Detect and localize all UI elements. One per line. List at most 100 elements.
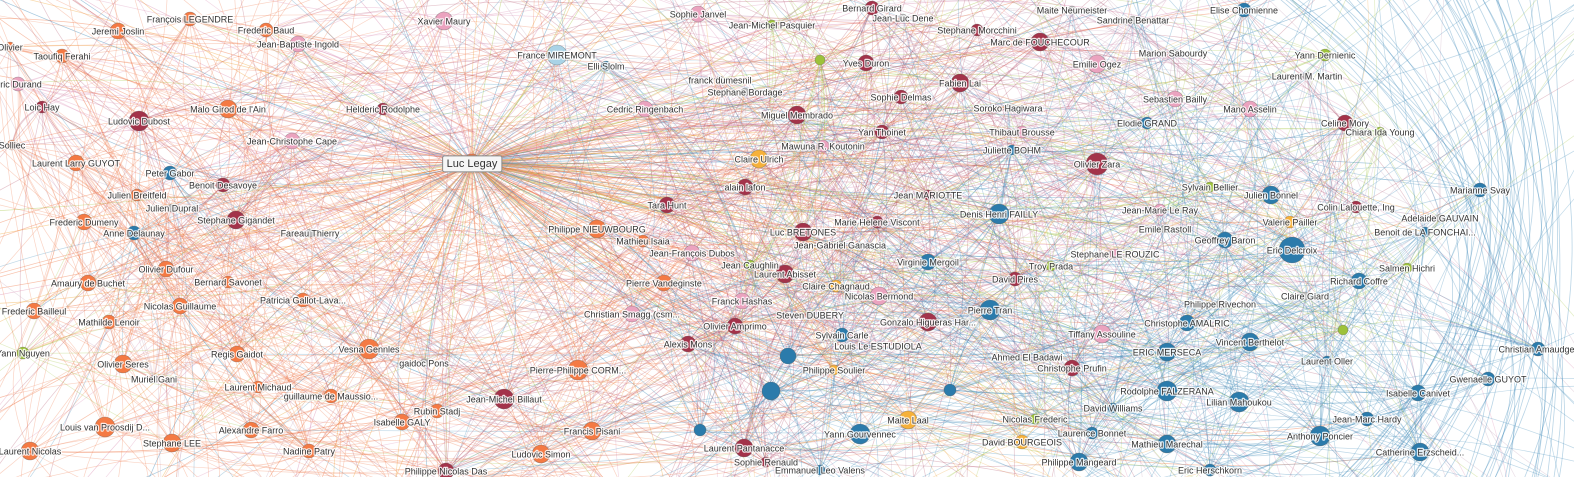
edge [876,29,978,223]
edge [0,50,473,164]
edge [1039,41,1326,65]
node [715,75,725,85]
edge [436,54,558,412]
edge [819,29,978,63]
nodes [4,0,1546,477]
edge [809,282,1188,324]
edge [1159,209,1458,477]
edge [907,419,979,477]
edge [687,343,892,477]
edge [525,273,786,477]
edge [949,189,1481,394]
edge [1291,249,1341,477]
edge [1406,267,1489,380]
edge [796,114,1168,392]
edge [29,0,353,452]
edge [471,0,1147,164]
edge [999,149,1080,463]
edge [644,55,867,110]
edge [1096,63,1481,191]
node [898,410,918,430]
edge [1232,9,1293,251]
edge [1011,149,1166,230]
node-label: Yann Dernienic [1295,50,1356,60]
edge [483,430,593,477]
edge [83,221,633,315]
edge [976,29,1174,54]
edge [734,290,1344,331]
edge [1131,0,1189,324]
edge [471,162,861,435]
node [10,76,26,92]
node [130,188,144,202]
node [323,388,339,404]
edge [382,19,1041,110]
edge [471,96,902,165]
edge [1291,249,1323,437]
edge [802,96,902,233]
edge [471,103,1161,211]
edge [1306,75,1421,453]
edge [687,270,1016,345]
edge [998,213,1073,369]
edge [551,54,598,230]
edge [33,310,106,428]
edge [108,321,310,452]
edge [865,19,1134,69]
edge [1366,385,1574,420]
edge [1159,209,1360,282]
edge [11,120,140,146]
edge [176,232,311,477]
edge [741,300,879,350]
edge [17,54,558,100]
edge [743,334,843,449]
edge [222,20,445,186]
edge [471,162,835,371]
edge [1344,122,1481,191]
edge [835,217,1441,307]
edge [1355,0,1480,477]
edge [744,91,1016,280]
edge [240,0,447,472]
edge [136,140,293,196]
edge [989,0,1420,311]
edge [1402,0,1535,477]
edge [471,102,798,164]
edge [45,421,403,477]
node [419,358,429,368]
edge [596,228,697,477]
edge [687,343,951,401]
edge [1186,194,1272,324]
node [1337,324,1349,336]
edge [841,334,861,435]
edge [537,0,644,242]
edge [556,54,594,432]
edge [771,24,798,116]
edge [471,0,560,164]
edge [265,29,451,472]
edge [471,0,883,164]
node [228,345,246,363]
edge [560,0,701,431]
node-label: Jean-Marc Hardy [1332,414,1402,424]
node-label: Eric Herschkorn [1178,465,1242,475]
edge [697,13,718,477]
edge [471,162,598,230]
edge [308,348,370,452]
edge [1249,105,1381,133]
edge [218,0,233,110]
node-label: Olivier Zara [1074,159,1121,169]
edge [0,377,332,398]
edge [471,130,1441,219]
edge [17,83,473,169]
edge [104,300,743,457]
edge [839,244,1419,394]
edge [878,295,1073,369]
edge [0,162,473,211]
edge [445,321,1028,472]
edge [401,186,746,423]
edge [907,351,1168,424]
edge [1417,198,1574,394]
node-label: Mano Asselin [1223,104,1277,114]
edge [309,72,721,234]
